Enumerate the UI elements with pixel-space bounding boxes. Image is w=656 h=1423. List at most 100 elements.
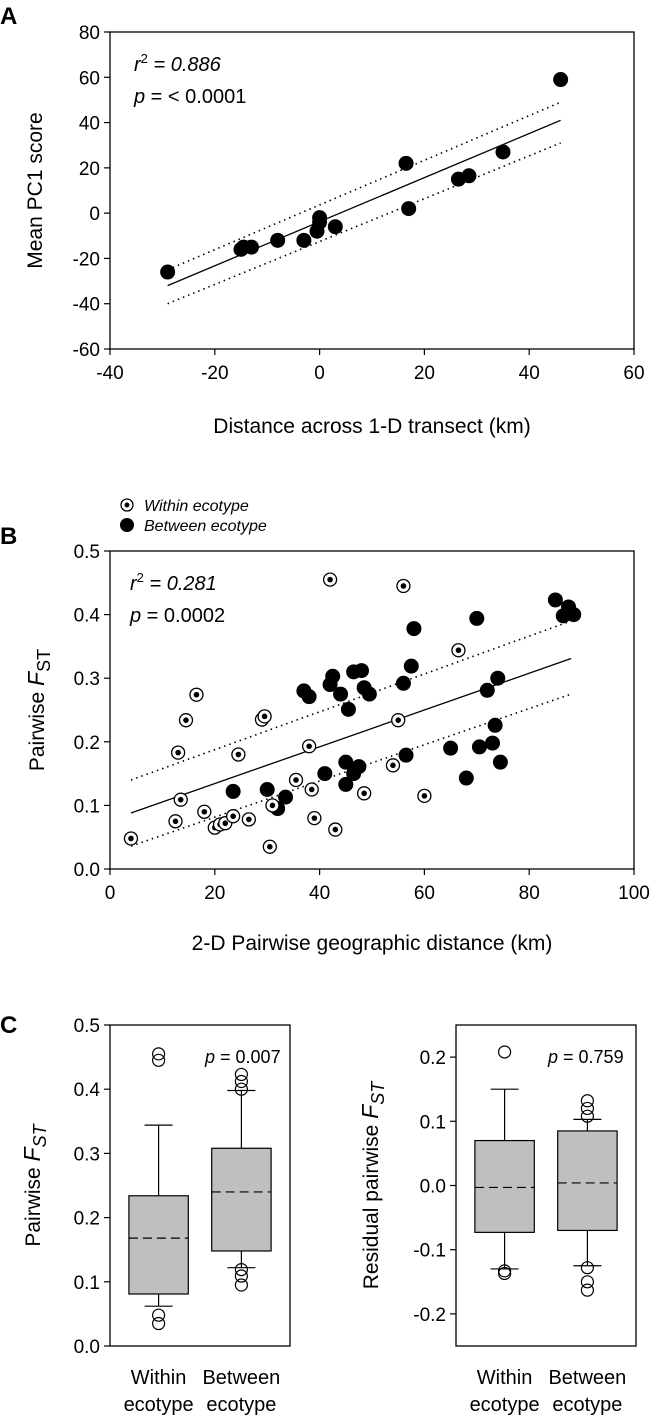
box-c1 bbox=[211, 1147, 272, 1252]
y-tick-label-c2: -0.1 bbox=[413, 1241, 446, 1262]
data-point-between bbox=[354, 663, 370, 679]
data-point-between bbox=[479, 682, 495, 698]
y-tick-label-b: 0.3 bbox=[74, 669, 100, 690]
data-point-within-dot bbox=[246, 816, 252, 823]
outlier-c1 bbox=[234, 1263, 248, 1277]
r2-stat-b: r2 = 0.281 bbox=[130, 570, 217, 595]
legend-marker-within-dot bbox=[124, 502, 130, 508]
plot-frame-c1 bbox=[109, 1024, 291, 1347]
outlier-c2 bbox=[498, 1266, 512, 1281]
data-point-a bbox=[312, 210, 328, 226]
x-tick-label-a: 60 bbox=[623, 363, 644, 384]
data-point-between bbox=[225, 783, 241, 799]
outlier-c1 bbox=[152, 1047, 166, 1061]
box-c1 bbox=[128, 1195, 189, 1295]
outlier-c1 bbox=[152, 1308, 166, 1322]
y-tick-label-a: 60 bbox=[79, 68, 100, 89]
data-point-within-dot bbox=[177, 796, 184, 803]
category-label-c1: ecotype bbox=[124, 1394, 194, 1416]
data-point-between bbox=[406, 621, 422, 637]
ci-lower-a bbox=[167, 142, 561, 305]
data-point-between bbox=[259, 782, 275, 797]
ci-lower-b bbox=[130, 693, 572, 847]
y-axis-label-c1: Pairwise FST bbox=[19, 1122, 50, 1246]
data-point-a bbox=[296, 232, 312, 248]
outlier-c2 bbox=[580, 1261, 595, 1275]
data-point-between bbox=[492, 754, 508, 770]
data-point-within-dot bbox=[332, 826, 339, 833]
outlier-c1 bbox=[234, 1067, 248, 1082]
x-tick-label-b: 100 bbox=[618, 883, 650, 904]
x-axis-label-a: Distance across 1-D transect (km) bbox=[213, 415, 530, 438]
data-point-within-dot bbox=[222, 820, 229, 827]
data-point-between bbox=[490, 670, 506, 686]
data-point-within-dot bbox=[455, 647, 462, 654]
box-c2 bbox=[557, 1130, 618, 1232]
y-tick-label-a: 0 bbox=[89, 204, 100, 225]
outlier-c1 bbox=[152, 1053, 166, 1067]
data-point-a bbox=[327, 219, 343, 235]
category-label-c2: ecotype bbox=[552, 1394, 622, 1416]
data-point-between bbox=[443, 740, 459, 756]
data-point-between bbox=[340, 701, 356, 717]
x-tick-label-b: 20 bbox=[204, 883, 225, 904]
x-axis-label-b: 2-D Pairwise geographic distance (km) bbox=[192, 932, 553, 955]
data-point-between bbox=[361, 686, 377, 702]
data-point-between bbox=[547, 592, 563, 608]
panel-label-c: C bbox=[0, 1012, 17, 1039]
data-point-within-dot bbox=[308, 786, 315, 793]
regression-line-a bbox=[167, 119, 561, 287]
data-point-between bbox=[485, 735, 501, 751]
outlier-c1 bbox=[234, 1278, 248, 1292]
data-point-within-dot bbox=[327, 576, 333, 583]
data-point-between bbox=[403, 658, 419, 674]
data-point-between bbox=[333, 686, 349, 702]
data-point-between bbox=[301, 689, 317, 705]
y-tick-label-a: 80 bbox=[79, 23, 100, 44]
y-tick-label-a: -20 bbox=[73, 249, 100, 270]
data-point-between bbox=[278, 789, 294, 805]
data-point-between bbox=[458, 770, 474, 786]
category-label-c1: Between bbox=[202, 1367, 280, 1389]
outlier-c1 bbox=[152, 1316, 166, 1331]
data-point-between bbox=[317, 766, 333, 782]
data-point-within-dot bbox=[395, 717, 402, 723]
data-point-between bbox=[351, 759, 367, 775]
y-tick-label-c1: 0.5 bbox=[74, 1016, 100, 1037]
x-tick-label-b: 0 bbox=[105, 883, 116, 904]
p-stat-b: p = 0.0002 bbox=[129, 605, 225, 627]
y-tick-label-b: 0.4 bbox=[74, 606, 101, 627]
y-tick-label-c1: 0.0 bbox=[74, 1337, 100, 1358]
data-point-between bbox=[338, 776, 354, 792]
category-label-c1: Within bbox=[131, 1367, 187, 1389]
data-point-within-dot bbox=[267, 843, 273, 850]
data-point-between bbox=[395, 675, 411, 691]
data-point-within-dot bbox=[230, 813, 236, 820]
data-point-within-dot bbox=[193, 691, 200, 698]
x-tick-label-a: 0 bbox=[314, 363, 325, 384]
data-point-within-dot bbox=[390, 762, 396, 769]
y-tick-label-b: 0.5 bbox=[74, 542, 100, 563]
outlier-c2 bbox=[580, 1109, 595, 1123]
y-axis-label-a: Mean PC1 score bbox=[24, 112, 47, 268]
outlier-c2 bbox=[580, 1094, 595, 1108]
outlier-c2 bbox=[580, 1101, 595, 1116]
y-tick-label-c2: 0.0 bbox=[420, 1177, 446, 1198]
category-label-c2: Within bbox=[477, 1367, 533, 1389]
y-axis-label-c2: Residual pairwise FST bbox=[357, 1080, 388, 1289]
data-point-a bbox=[270, 232, 286, 248]
data-point-within-dot bbox=[400, 583, 407, 589]
data-point-a bbox=[553, 72, 569, 88]
x-tick-label-a: 40 bbox=[519, 363, 540, 384]
y-tick-label-a: 40 bbox=[79, 114, 100, 135]
data-point-within-dot bbox=[269, 802, 276, 809]
y-tick-label-c1: 0.1 bbox=[74, 1273, 100, 1294]
data-point-between bbox=[471, 739, 487, 755]
data-point-within-dot bbox=[261, 713, 268, 720]
data-point-a bbox=[243, 239, 259, 255]
outlier-c1 bbox=[234, 1074, 248, 1089]
data-point-between bbox=[566, 607, 582, 623]
y-tick-label-c2: 0.1 bbox=[420, 1112, 446, 1133]
data-point-within-dot bbox=[172, 818, 179, 825]
